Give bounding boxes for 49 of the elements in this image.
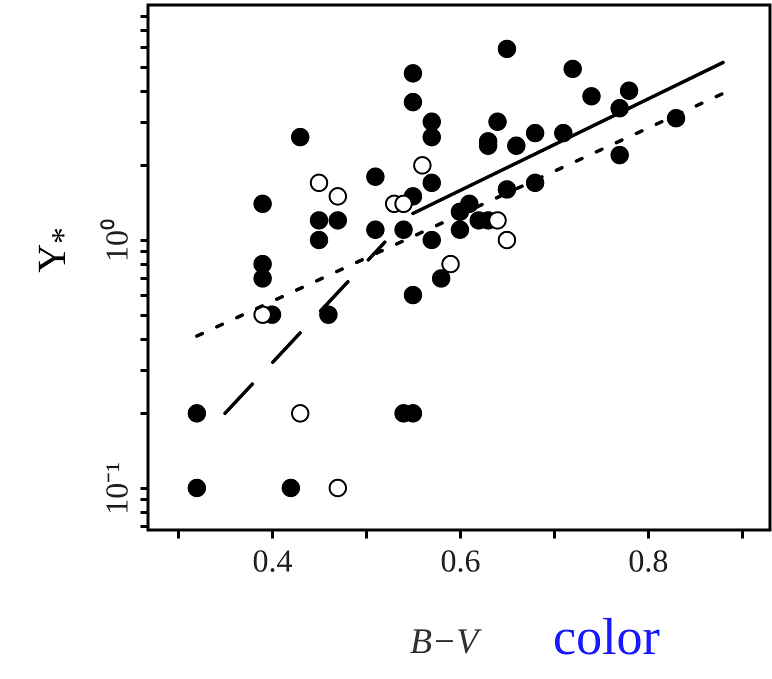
point (422, 230, 441, 250)
point (394, 220, 413, 239)
point (310, 211, 328, 230)
point (282, 478, 300, 498)
point (310, 174, 328, 192)
point (422, 174, 441, 192)
point (488, 112, 507, 131)
point (563, 60, 582, 78)
y-tick-label: 10⁻¹ (98, 462, 134, 515)
point (441, 254, 460, 274)
point (404, 64, 422, 83)
point (582, 87, 601, 106)
point (488, 211, 507, 230)
point (422, 112, 441, 131)
x-tick-label: 0.4 (252, 542, 293, 578)
point (422, 128, 441, 146)
text: color (553, 608, 660, 667)
point (253, 269, 272, 288)
point (610, 146, 629, 164)
point (319, 305, 338, 324)
point (450, 220, 470, 239)
point (328, 187, 348, 206)
point (620, 82, 638, 100)
point (253, 305, 272, 324)
point (526, 124, 544, 142)
point (404, 286, 422, 304)
point (253, 194, 272, 214)
point (394, 194, 413, 214)
point (507, 136, 526, 155)
point (328, 478, 348, 498)
point (498, 180, 516, 199)
point (432, 269, 450, 288)
x-tick-label: 0.6 (440, 542, 480, 578)
point (310, 230, 328, 250)
point (188, 478, 206, 498)
point (290, 404, 310, 423)
point (188, 404, 206, 423)
point (498, 40, 516, 58)
point (526, 174, 544, 192)
point (328, 211, 348, 230)
point (290, 128, 310, 146)
point (404, 92, 422, 112)
point (498, 230, 516, 250)
point (366, 220, 385, 239)
x-tick-label: 0.8 (628, 542, 668, 578)
point (366, 168, 385, 186)
point (413, 156, 432, 175)
y-tick-label: 10⁰ (98, 219, 134, 262)
point (666, 109, 686, 128)
